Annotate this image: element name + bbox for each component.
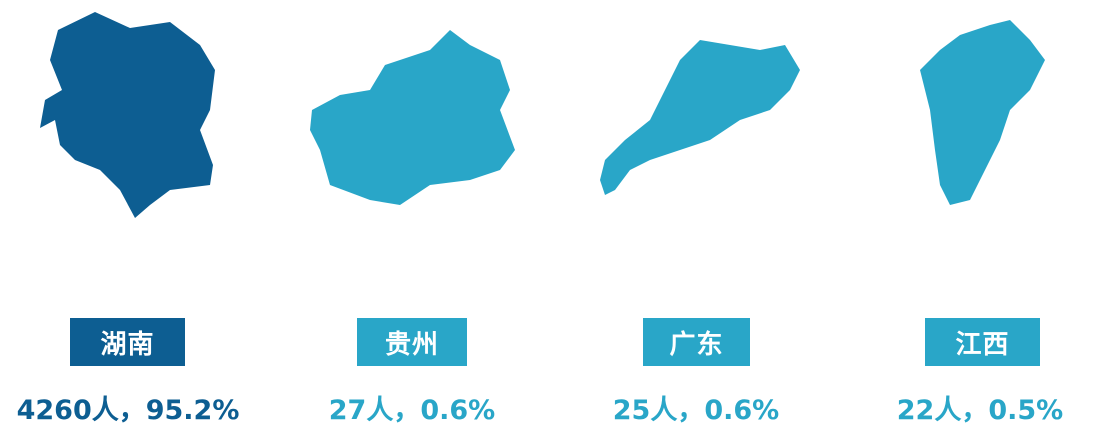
guangdong-shape [600, 40, 800, 195]
stat-label: 27人，0.6% [328, 395, 496, 426]
name-tag: 广东 [643, 318, 750, 366]
stat-label: 4260人，95.2% [16, 395, 240, 426]
stat-label: 22人，0.5% [896, 395, 1064, 426]
jiangxi-shape [920, 20, 1045, 205]
guizhou-shape [310, 30, 515, 205]
stat-label: 25人，0.6% [612, 395, 780, 426]
name-tag: 湖南 [70, 318, 185, 366]
hunan-shape [40, 12, 215, 218]
name-tag: 贵州 [357, 318, 467, 366]
name-tag: 江西 [925, 318, 1040, 366]
